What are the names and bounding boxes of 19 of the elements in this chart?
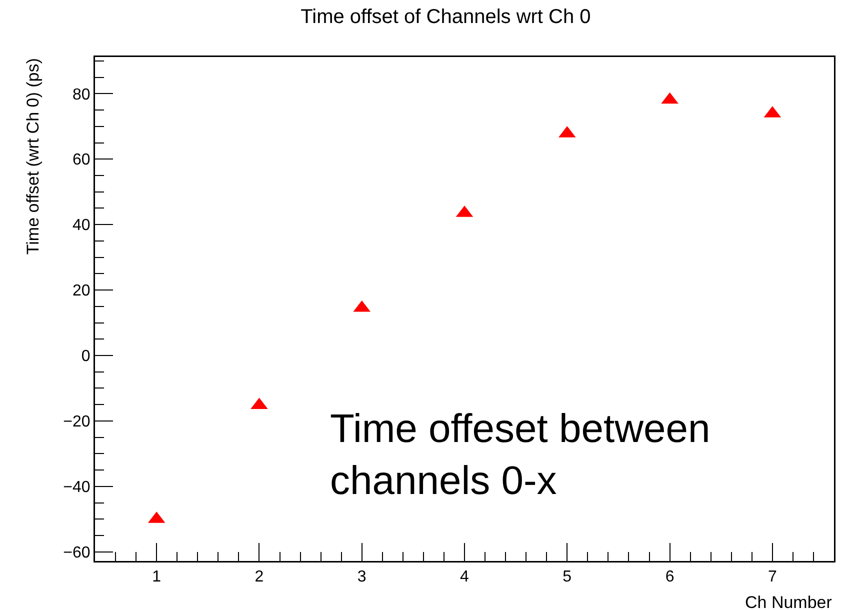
y-tick-label: 20	[72, 282, 90, 300]
annotation: Time offeset between channels 0-x	[330, 407, 710, 503]
x-tick-label: 1	[152, 568, 162, 586]
y-tick-label: 60	[72, 152, 90, 169]
x-tick-label: 6	[665, 568, 674, 586]
x-axis-title: Ch Number	[745, 593, 832, 610]
x-tick-label: 3	[357, 568, 366, 586]
y-tick-label: 40	[72, 217, 90, 234]
x-tick-label: 5	[562, 568, 572, 586]
x-tick-label: 4	[460, 568, 470, 586]
x-tick-label: 2	[254, 568, 264, 586]
y-tick-label: 0	[81, 348, 90, 366]
y-tick-label: −20	[63, 414, 90, 431]
y-tick-label: −40	[63, 478, 90, 496]
x-tick-label: 7	[768, 568, 777, 586]
y-axis-title: Time offset (wrt Ch 0) (ps)	[24, 58, 43, 255]
y-tick-label: 80	[72, 86, 90, 104]
chart-title: Time offset of Channels wrt Ch 0	[300, 6, 591, 28]
y-tick-label: −60	[63, 544, 90, 562]
